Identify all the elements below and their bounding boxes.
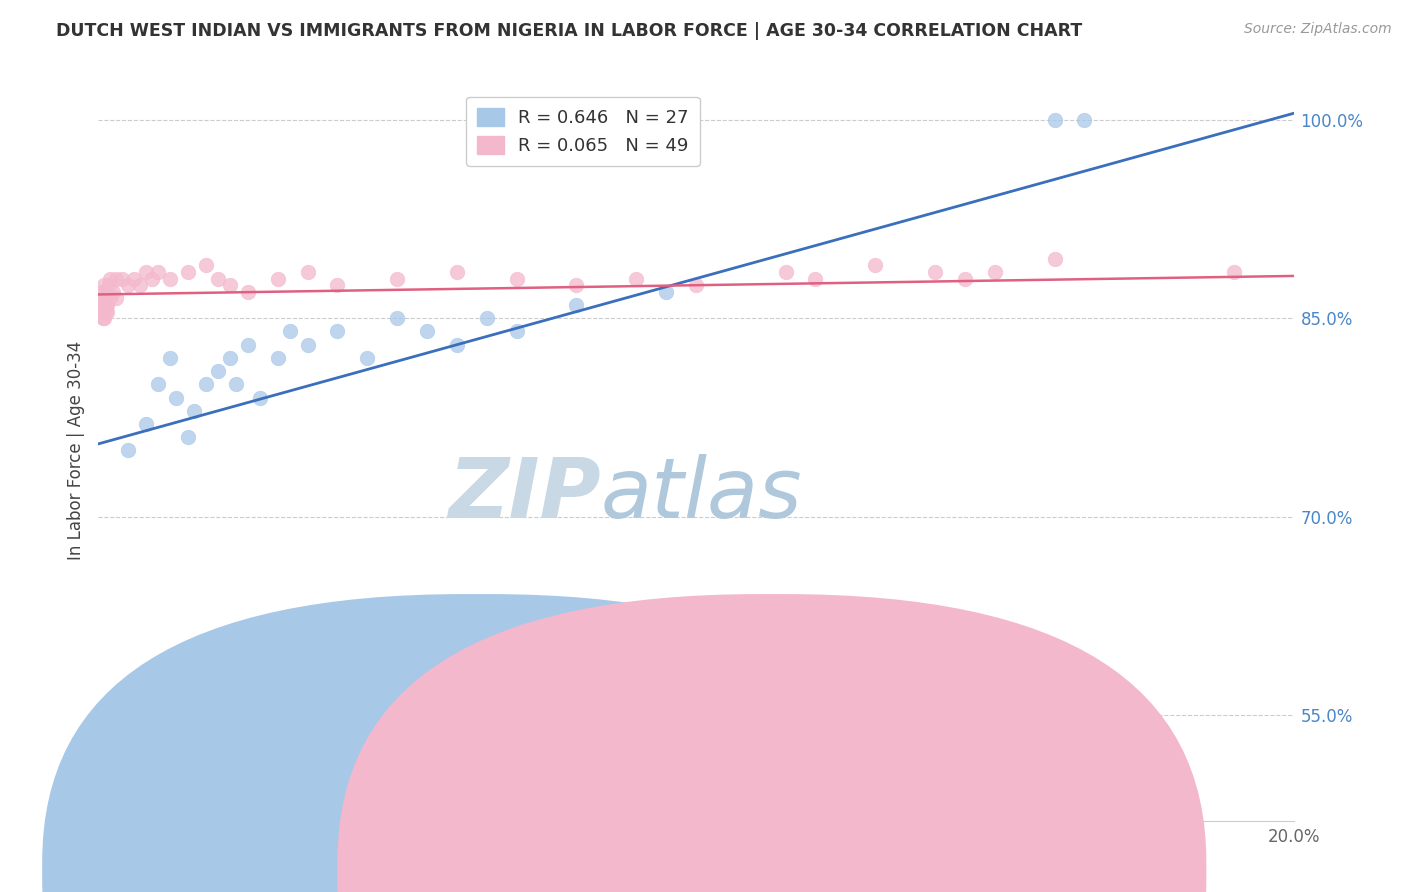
Point	[98, 278, 121, 293]
Point	[655, 285, 678, 299]
Point	[195, 258, 218, 272]
Point	[685, 278, 707, 293]
Point	[90, 285, 112, 299]
Point	[165, 391, 187, 405]
Point	[506, 325, 529, 339]
Point	[225, 377, 247, 392]
Point	[96, 298, 118, 312]
Y-axis label: In Labor Force | Age 30-34: In Labor Force | Age 30-34	[66, 341, 84, 560]
Point	[159, 271, 181, 285]
Point	[236, 337, 259, 351]
Point	[94, 304, 117, 318]
Point	[148, 265, 170, 279]
Point	[93, 298, 115, 312]
Point	[105, 292, 128, 306]
Point	[475, 311, 498, 326]
Point	[93, 311, 115, 326]
Point	[297, 337, 319, 351]
Point	[565, 278, 588, 293]
Point	[249, 391, 271, 405]
Text: DUTCH WEST INDIAN VS IMMIGRANTS FROM NIGERIA IN LABOR FORCE | AGE 30-34 CORRELAT: DUTCH WEST INDIAN VS IMMIGRANTS FROM NIG…	[56, 22, 1083, 40]
Point	[326, 325, 349, 339]
Point	[103, 285, 125, 299]
Point	[177, 430, 200, 444]
Point	[159, 351, 181, 365]
Point	[565, 298, 588, 312]
Point	[1073, 112, 1095, 127]
Point	[804, 271, 827, 285]
Text: Immigrants from Nigeria: Immigrants from Nigeria	[790, 865, 988, 880]
Point	[278, 325, 301, 339]
Point	[105, 271, 128, 285]
Point	[1043, 252, 1066, 266]
Point	[129, 278, 152, 293]
Point	[953, 271, 976, 285]
Point	[236, 285, 259, 299]
Point	[446, 337, 468, 351]
Point	[90, 298, 112, 312]
Point	[865, 258, 887, 272]
Legend: R = 0.646   N = 27, R = 0.065   N = 49: R = 0.646 N = 27, R = 0.065 N = 49	[465, 96, 700, 166]
Point	[219, 278, 242, 293]
Point	[984, 265, 1007, 279]
Point	[96, 304, 118, 318]
Point	[195, 377, 218, 392]
Point	[117, 443, 139, 458]
Point	[446, 265, 468, 279]
Point	[135, 417, 157, 431]
Point	[117, 278, 139, 293]
Point	[924, 265, 946, 279]
Text: Dutch West Indians: Dutch West Indians	[495, 865, 651, 880]
Point	[267, 351, 290, 365]
Point	[385, 311, 409, 326]
Point	[91, 311, 114, 326]
Point	[91, 304, 114, 318]
Text: atlas: atlas	[600, 454, 801, 535]
Point	[506, 271, 529, 285]
Point	[111, 271, 134, 285]
Point	[177, 265, 200, 279]
Point	[207, 271, 229, 285]
Text: Source: ZipAtlas.com: Source: ZipAtlas.com	[1244, 22, 1392, 37]
Point	[91, 292, 114, 306]
Point	[183, 404, 205, 418]
Point	[93, 278, 115, 293]
Point	[94, 298, 117, 312]
Point	[626, 271, 648, 285]
Point	[416, 325, 439, 339]
Point	[207, 364, 229, 378]
Text: ZIP: ZIP	[447, 454, 600, 535]
Point	[1223, 265, 1246, 279]
Point	[148, 377, 170, 392]
Point	[141, 271, 163, 285]
Point	[326, 278, 349, 293]
Point	[98, 292, 122, 306]
Point	[124, 271, 146, 285]
Point	[297, 265, 319, 279]
Point	[135, 265, 157, 279]
Point	[356, 351, 378, 365]
Point	[96, 285, 118, 299]
Point	[219, 351, 242, 365]
Point	[775, 265, 797, 279]
Point	[1043, 112, 1066, 127]
Point	[385, 271, 409, 285]
Point	[267, 271, 290, 285]
Point	[98, 271, 122, 285]
